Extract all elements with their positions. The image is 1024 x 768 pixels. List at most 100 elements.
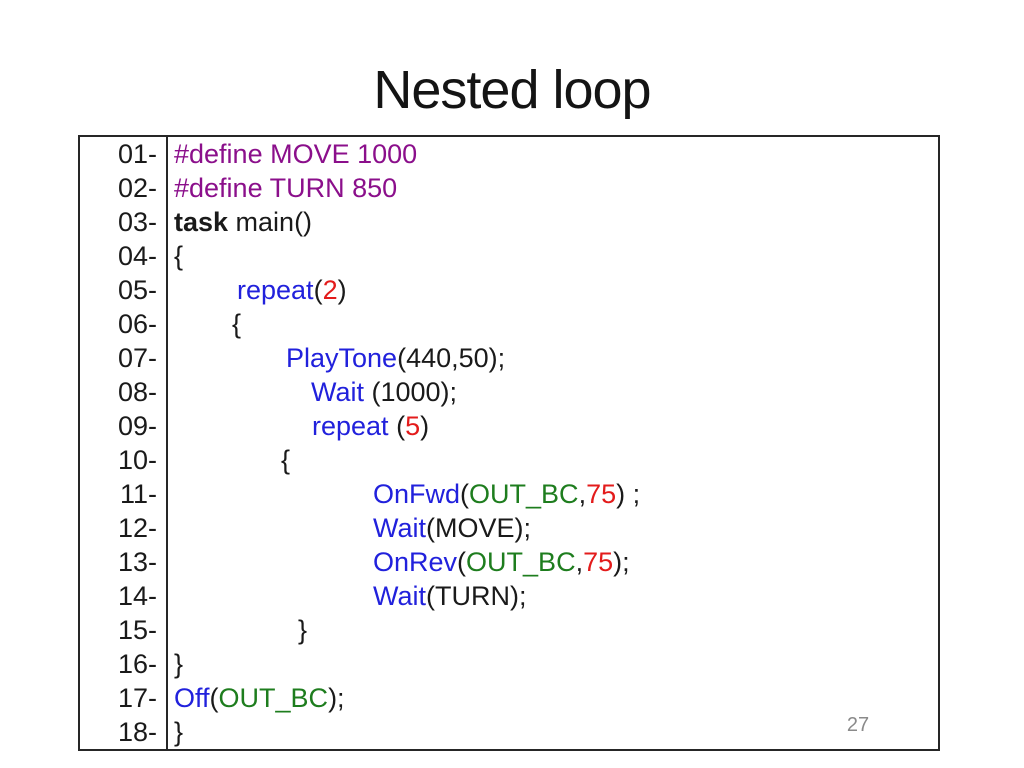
code-segment: Wait [311,377,364,407]
code-line: 15-} [80,613,938,647]
code-line: 18-} [80,715,938,749]
line-number: 04- [80,239,168,273]
code-line: 12- Wait(MOVE); [80,511,938,545]
code-segment: 5 [405,411,421,441]
code-text: Wait (1000); [168,375,938,409]
code-segment: ( [313,275,323,305]
line-number: 17- [80,681,168,715]
code-segment: } [298,615,308,645]
slide-title: Nested loop [373,60,651,120]
code-text: { [168,307,938,341]
code-segment: Wait [373,513,426,543]
code-segment: #define MOVE 1000 [174,139,418,169]
code-segment: ( [457,547,467,577]
code-line: 09- repeat (5) [80,409,938,443]
code-segment: } [174,649,184,679]
code-segment: { [174,241,184,271]
code-segment: ) ; [616,479,641,509]
code-segment: #define TURN 850 [174,173,398,203]
code-segment: OnFwd [373,479,461,509]
code-line: 14- Wait(TURN); [80,579,938,613]
code-segment: Off [174,683,210,713]
code-line: 16-} [80,647,938,681]
line-number: 09- [80,409,168,443]
code-segment: , [575,547,584,577]
code-text: task main() [168,205,938,239]
code-segment: task [174,207,229,237]
code-table: 01- #define MOVE 1000 02- #define TURN 850 0… [78,135,940,751]
code-line: 05- repeat(2) [80,273,938,307]
code-segment: { [232,309,242,339]
code-text: Wait(TURN); [168,579,938,613]
code-segment: } [174,717,184,747]
code-text: #define TURN 850 [168,171,938,205]
code-text: repeat (5) [168,409,938,443]
code-text: OnRev(OUT_BC,75); [168,545,938,579]
line-number: 08- [80,375,168,409]
code-segment: 75 [586,479,617,509]
code-segment: ( [209,683,219,713]
code-segment: OnRev [373,547,458,577]
code-rows: 01- #define MOVE 1000 02- #define TURN 850 0… [80,137,938,749]
code-segment: , [578,479,587,509]
line-number: 11- [80,477,168,511]
line-number: 12- [80,511,168,545]
line-number: 15- [80,613,168,647]
code-segment: ); [328,683,345,713]
code-line: 13- OnRev(OUT_BC,75); [80,545,938,579]
code-line: 03- task main() [80,205,938,239]
code-line: 06- { [80,307,938,341]
code-text: #define MOVE 1000 [168,137,938,171]
line-number: 01- [80,137,168,171]
code-line: 10- { [80,443,938,477]
line-number: 06- [80,307,168,341]
line-number: 10- [80,443,168,477]
code-segment: { [281,445,291,475]
code-segment: ) [420,411,430,441]
code-segment: ) [337,275,347,305]
line-number: 13- [80,545,168,579]
code-line: 07- PlayTone(440,50); [80,341,938,375]
line-number: 16- [80,647,168,681]
code-text: Wait(MOVE); [168,511,938,545]
code-text: } [168,647,938,681]
code-text: repeat(2) [168,273,938,307]
line-number: 03- [80,205,168,239]
code-segment: PlayTone [286,343,398,373]
code-segment: main() [228,207,313,237]
code-text: { [168,443,938,477]
code-text: } [168,613,938,647]
code-line: 04-{ [80,239,938,273]
code-segment: (TURN); [426,581,527,611]
code-segment: repeat [312,411,389,441]
code-segment: ( [460,479,470,509]
code-text: PlayTone(440,50); [168,341,938,375]
code-segment: OUT_BC [218,683,329,713]
code-line: 02- #define TURN 850 [80,171,938,205]
code-segment: ); [613,547,630,577]
code-segment: OUT_BC [469,479,579,509]
code-text: } [168,715,938,749]
code-segment: (440,50); [397,343,506,373]
code-segment: 2 [322,275,338,305]
code-segment: (MOVE); [426,513,531,543]
code-text: { [168,239,938,273]
line-number: 02- [80,171,168,205]
code-line: 17- Off(OUT_BC); [80,681,938,715]
code-text: OnFwd(OUT_BC,75) ; [168,477,938,511]
code-line: 08- Wait (1000); [80,375,938,409]
code-line: 11- OnFwd(OUT_BC,75) ; [80,477,938,511]
code-segment: repeat [237,275,314,305]
line-number: 07- [80,341,168,375]
line-number: 14- [80,579,168,613]
code-segment: OUT_BC [466,547,576,577]
code-line: 01- #define MOVE 1000 [80,137,938,171]
page-number: 27 [846,714,870,736]
code-segment: (1000); [364,377,458,407]
code-text: Off(OUT_BC); [168,681,938,715]
line-number: 18- [80,715,168,749]
line-number: 05- [80,273,168,307]
code-segment: 75 [583,547,614,577]
code-segment: Wait [373,581,426,611]
